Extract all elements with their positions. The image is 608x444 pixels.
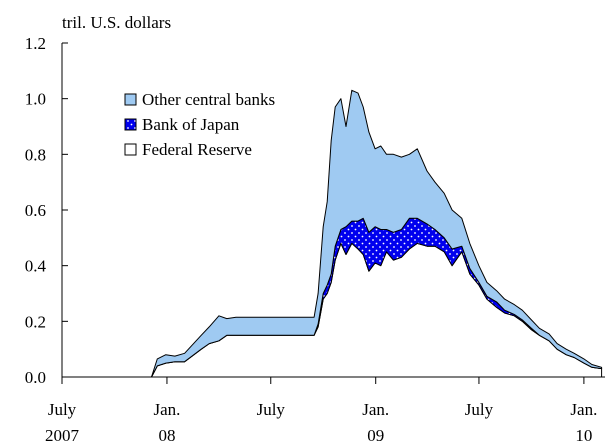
y-tick-label: 0.4 — [25, 257, 47, 276]
area-series-group — [151, 89, 603, 378]
x-tick-year-label: 08 — [158, 426, 175, 444]
legend-swatch-federal-reserve — [124, 143, 137, 156]
x-tick-label: July — [48, 400, 77, 419]
x-tick-label: Jan. — [362, 400, 389, 419]
legend-label-federal-reserve: Federal Reserve — [142, 140, 252, 159]
legend-swatch-other-central-banks — [124, 93, 137, 106]
x-tick-label: Jan. — [153, 400, 180, 419]
y-tick-label: 0.6 — [25, 201, 46, 220]
y-tick-label: 0.0 — [25, 368, 46, 387]
legend-label-bank-of-japan: Bank of Japan — [142, 115, 240, 134]
area-other-central-banks — [151, 89, 603, 378]
axes-group: 0.0 0.2 0.4 0.6 0.8 1.0 1.2 July 2007 Jan. 08 July J… — [25, 34, 605, 444]
x-tick-year-label: 09 — [367, 426, 384, 444]
legend-swatch-bank-of-japan — [124, 118, 137, 131]
x-tick-label: July — [257, 400, 286, 419]
x-tick-year-label: 2007 — [45, 426, 80, 444]
x-tick-label: Jan. — [570, 400, 597, 419]
legend: Other central banks Bank of Japan Federal … — [124, 90, 275, 159]
y-tick-label: 0.2 — [25, 312, 46, 331]
y-tick-label: 1.2 — [25, 34, 46, 53]
x-tick-label: July — [465, 400, 494, 419]
x-tick-year-label: 10 — [575, 426, 592, 444]
legend-label-other-central-banks: Other central banks — [142, 90, 275, 109]
y-tick-label: 0.8 — [25, 145, 46, 164]
y-axis-unit-label: tril. U.S. dollars — [62, 13, 171, 32]
y-tick-label: 1.0 — [25, 90, 46, 109]
